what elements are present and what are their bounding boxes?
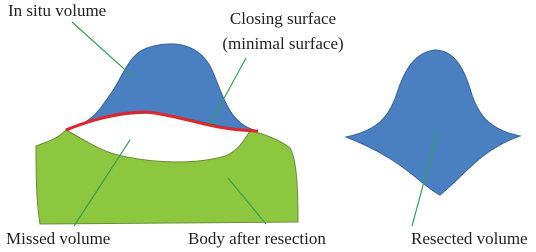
resected-shape [346, 50, 520, 195]
diagram: In situ volume Closing surface (minimal … [0, 0, 536, 252]
label: Closing surface [230, 9, 336, 28]
label: Resected volume [411, 229, 528, 248]
label: In situ volume [8, 1, 106, 20]
page: {"labels": {"in_situ_volume": "In situ v… [0, 0, 536, 252]
label: Missed volume [6, 229, 110, 248]
label: Body after resection [188, 229, 326, 248]
label: (minimal surface) [222, 34, 343, 53]
pointer [72, 22, 132, 76]
